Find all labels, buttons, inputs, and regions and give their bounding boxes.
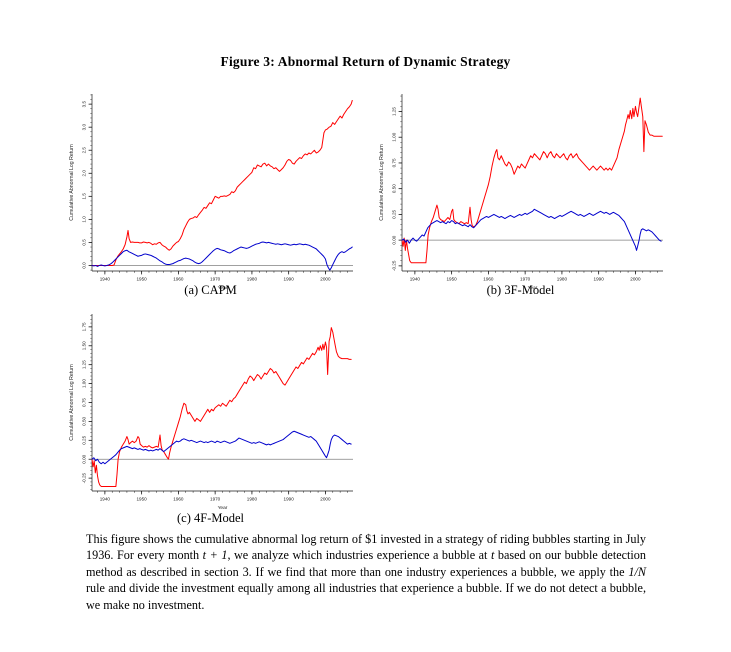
chart-4f-y-axis-label: Cumulative Abnormal Log Return	[69, 364, 75, 441]
chart-3f-x-tick-label: 1980	[557, 277, 568, 282]
chart-4f-y-tick-label: 1.75	[82, 322, 87, 331]
chart-capm-svg: 1940 1950 1960 1970 1980 1990 2000 Year 0.0 0.5 1.…	[69, 94, 353, 291]
chart-capm-y-tick-label: 0.5	[82, 239, 87, 246]
chart-4f-x-tick-label: 1940	[100, 497, 111, 502]
chart-capm-series-market-benchmark-blue	[91, 241, 353, 271]
chart-4f-y-tick-label: 0.00	[82, 454, 87, 463]
chart-caption-capm: (a) CAPM	[184, 283, 237, 297]
chart-4f-series-dynamic-strategy-red	[91, 327, 352, 487]
chart-4f-y-tick-label: 1.00	[82, 379, 87, 388]
chart-panel-capm: 1940 1950 1960 1970 1980 1990 2000 Year 0.0 0.5 1.…	[58, 86, 363, 301]
chart-4f-x-tick-label: 1950	[137, 497, 148, 502]
chart-3f-x-axis: 1940 1950 1960 1970 1980 1990 2000 Year	[402, 270, 663, 291]
chart-3f-x-tick-label: 1990	[594, 277, 605, 282]
chart-3f-y-tick-label: -0.25	[392, 260, 397, 271]
chart-4f-series-market-benchmark-blue	[91, 430, 352, 465]
chart-capm-y-axis-label: Cumulative Abnormal Log Return	[69, 144, 75, 221]
chart-4f-x-tick-label: 1970	[210, 497, 221, 502]
chart-4f-x-tick-label: 2000	[320, 497, 331, 502]
chart-3f-x-tick-label: 1950	[447, 277, 458, 282]
chart-3f-y-axis: -0.25 0.00 0.25 0.50 0.75 1.00 1.25 Cumulative …	[379, 94, 403, 271]
figure-title: Figure 3: Abnormal Return of Dynamic Str…	[220, 54, 511, 69]
chart-4f-x-axis-label: Year	[218, 505, 228, 511]
chart-capm-y-tick-label: 1.5	[82, 193, 87, 200]
chart-3f-x-tick-label: 1960	[483, 277, 494, 282]
chart-capm-x-tick-label: 1950	[137, 277, 148, 282]
chart-capm-series-dynamic-strategy-red	[91, 99, 353, 266]
chart-4f-y-tick-label: 0.50	[82, 417, 87, 426]
chart-3f-y-tick-label: 1.25	[392, 107, 397, 116]
chart-capm-y-tick-label: 3.0	[82, 124, 87, 131]
chart-3f-x-axis-label: Year	[528, 285, 538, 291]
chart-4f-x-tick-label: 1980	[247, 497, 258, 502]
chart-capm-y-tick-label: 3.5	[82, 101, 87, 108]
chart-3f-svg: 1940 1950 1960 1970 1980 1990 2000 Year -0.25 0.0…	[379, 94, 663, 291]
chart-3f-y-tick-label: 0.25	[392, 209, 397, 218]
chart-4f-svg: 1940 1950 1960 1970 1980 1990 2000 Year -0.25 0.0…	[69, 314, 353, 511]
chart-capm-x-tick-label: 1940	[100, 277, 111, 282]
chart-capm-y-axis: 0.0 0.5 1.0 1.5 2.0 2.5 3.0 3.5 Cumulative Abnor…	[69, 94, 93, 271]
chart-capm-y-tick-label: 1.0	[82, 216, 87, 223]
chart-capm-x-tick-label: 2000	[320, 277, 331, 282]
chart-4f-x-axis: 1940 1950 1960 1970 1980 1990 2000 Year	[92, 490, 353, 511]
chart-4f-y-tick-label: 1.50	[82, 341, 87, 350]
chart-4f-y-axis: -0.25 0.00 0.25 0.50 0.75 1.00 1.25 1.50 1.75 Cum…	[69, 314, 93, 491]
chart-capm-x-tick-label: 1960	[173, 277, 184, 282]
chart-3f-x-tick-label: 1940	[410, 277, 421, 282]
chart-caption-4f-model: (c) 4F-Model	[177, 511, 244, 525]
chart-capm-x-tick-label: 1980	[247, 277, 258, 282]
charts-row-1: 1940 1950 1960 1970 1980 1990 2000 Year 0.0 0.5 1.…	[0, 86, 731, 301]
chart-3f-y-axis-label: Cumulative Abnormal Log Return	[379, 144, 385, 221]
chart-capm-y-tick-label: 2.0	[82, 170, 87, 177]
chart-3f-x-tick-label: 2000	[630, 277, 641, 282]
chart-3f-y-tick-label: 0.00	[392, 235, 397, 244]
chart-capm-y-tick-label: 0.0	[82, 262, 87, 269]
chart-3f-series-market-benchmark-blue	[401, 208, 662, 251]
figure-note: This figure shows the cumulative abnorma…	[86, 532, 646, 612]
chart-4f-y-tick-label: -0.25	[82, 472, 87, 483]
chart-capm-x-tick-label: 1970	[210, 277, 221, 282]
chart-capm-x-axis: 1940 1950 1960 1970 1980 1990 2000 Year	[92, 270, 353, 291]
chart-3f-y-tick-label: 0.50	[392, 184, 397, 193]
chart-3f-x-tick-label: 1970	[520, 277, 531, 282]
chart-caption-3f-model: (b) 3F-Model	[486, 283, 555, 297]
chart-3f-series-dynamic-strategy-red	[401, 97, 663, 264]
chart-capm-y-tick-label: 2.5	[82, 147, 87, 154]
chart-4f-x-tick-label: 1960	[173, 497, 184, 502]
chart-4f-x-tick-label: 1990	[284, 497, 295, 502]
chart-4f-y-tick-label: 0.25	[82, 435, 87, 444]
chart-panel-4f-model: 1940 1950 1960 1970 1980 1990 2000 Year -0.25 0.0…	[58, 306, 363, 521]
chart-3f-y-tick-label: 0.75	[392, 158, 397, 167]
chart-panel-3f-model: 1940 1950 1960 1970 1980 1990 2000 Year -0.25 0.0…	[368, 86, 673, 301]
chart-4f-y-tick-label: 0.75	[82, 398, 87, 407]
chart-4f-y-tick-label: 1.25	[82, 360, 87, 369]
chart-capm-x-axis-label: Year	[218, 285, 228, 291]
chart-capm-x-tick-label: 1990	[284, 277, 295, 282]
chart-3f-y-tick-label: 1.00	[392, 132, 397, 141]
